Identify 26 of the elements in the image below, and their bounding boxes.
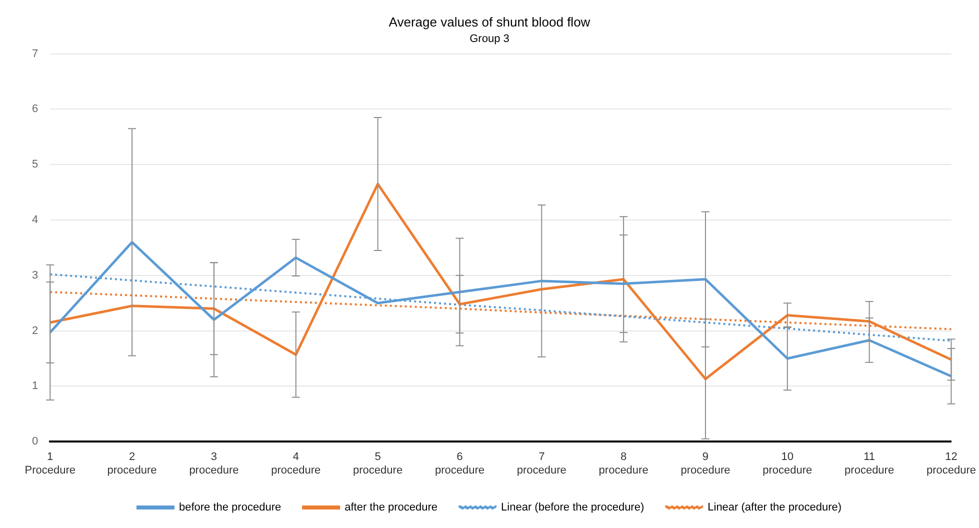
y-tick-label: 3 <box>32 269 38 282</box>
x-tick-label: 1 Procedure <box>24 451 76 476</box>
y-tick-label: 2 <box>32 324 38 337</box>
legend-label: Linear (after the procedure) <box>708 502 842 514</box>
y-tick-label: 1 <box>32 380 38 392</box>
x-tick-label: 7 procedure <box>516 451 566 476</box>
legend-label: Linear (before the procedure) <box>501 502 644 514</box>
x-tick-label: 11 procedure <box>844 451 894 476</box>
x-tick-label: 9 procedure <box>680 451 730 476</box>
x-tick-label: 6 procedure <box>434 451 484 476</box>
x-tick-label: 10 procedure <box>762 451 812 476</box>
legend-label: after the procedure <box>344 502 438 514</box>
y-tick-label: 0 <box>32 436 38 448</box>
y-tick-label: 7 <box>32 48 38 60</box>
y-tick-label: 5 <box>32 158 38 171</box>
y-tick-label: 4 <box>32 214 38 226</box>
y-tick-label: 6 <box>32 103 38 116</box>
x-tick-label: 4 procedure <box>271 451 321 476</box>
x-tick-label: 8 procedure <box>598 451 648 476</box>
x-tick-label: 5 procedure <box>353 451 403 476</box>
legend-label: before the procedure <box>178 502 282 514</box>
x-tick-label: 12 procedure <box>926 451 976 476</box>
x-tick-label: 3 procedure <box>189 451 239 476</box>
chart-subtitle: Group 3 <box>470 33 510 46</box>
chart-title: Average values of shunt blood flow <box>388 14 591 30</box>
x-tick-label: 2 procedure <box>107 451 157 476</box>
